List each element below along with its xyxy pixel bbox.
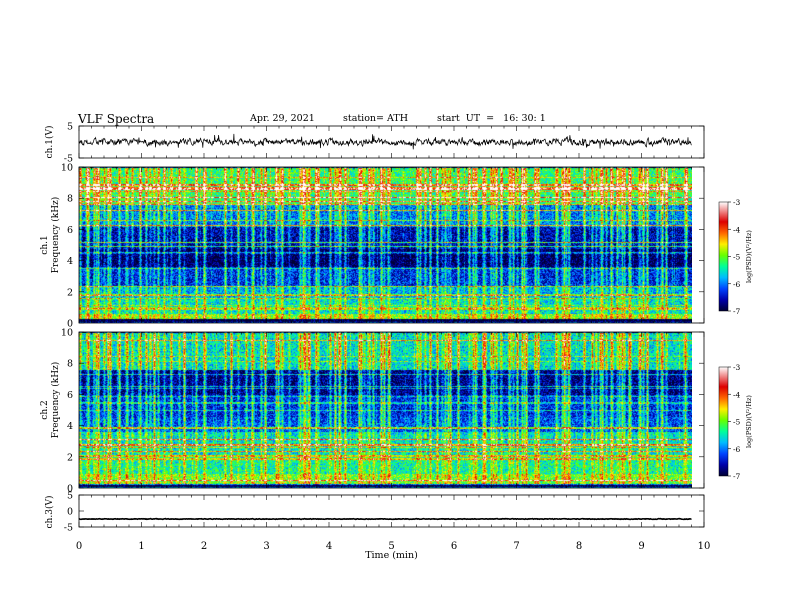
ch2-spectrogram-colorbar	[718, 366, 729, 477]
ch1-spectrogram-image	[79, 167, 692, 323]
x-tick-label: 6	[451, 541, 457, 552]
x-tick-label: 0	[76, 541, 82, 552]
figure-title: VLF Spectra	[78, 112, 155, 126]
ch2-spectrogram-colorbar-tick-label: -6	[733, 445, 741, 454]
start-time-label: start UT = 16: 30: 1	[437, 113, 546, 124]
ch1-spectrogram-colorbar-tick-label: -3	[733, 198, 741, 207]
x-tick-label: 2	[201, 541, 207, 552]
ch3-waveform-ytick-label: 0	[67, 507, 73, 518]
x-tick-label: 7	[513, 541, 519, 552]
x-tick-label: 8	[576, 541, 582, 552]
ch2-spectrogram-ytick-label: 2	[67, 452, 73, 463]
ch1-spectrogram-colorbar-label: log(PSD)(V²/Hz)	[745, 230, 753, 283]
ch2-spec-ylabel-channel: ch.2	[40, 400, 50, 419]
x-tick-label: 5	[388, 541, 394, 552]
ch2-spec-ylabel-freq: Frequency (kHz)	[50, 362, 61, 439]
date-label: Apr. 29, 2021	[250, 113, 315, 124]
ch3-waveform-ytick-label: 5	[67, 491, 73, 502]
x-tick-label: 9	[638, 541, 644, 552]
x-tick-label: 4	[326, 541, 332, 552]
ch3-waveform-trace	[78, 517, 692, 521]
ch1-spectrogram-ytick-label: 10	[61, 163, 73, 174]
x-tick-label: 3	[263, 541, 269, 552]
ch2-spectrogram-ytick-label: 4	[67, 421, 73, 432]
ch1-wave-ylabel: ch.1(V)	[44, 126, 55, 159]
ch1-spectrogram-colorbar-tick-label: -7	[733, 307, 741, 316]
ch3-wave-ylabel: ch.3(V)	[44, 496, 55, 529]
ch1-spec-ylabel-channel: ch.1	[40, 235, 50, 254]
ch1-spectrogram-colorbar	[718, 201, 729, 312]
ch1-spectrogram-ytick-label: 6	[67, 225, 73, 236]
ch1-waveform-ytick-label: 5	[67, 122, 73, 133]
ch2-spectrogram-ytick-label: 8	[67, 359, 73, 370]
ch2-spectrogram-ytick-label: 6	[67, 390, 73, 401]
ch1-spectrogram-colorbar-tick-label: -5	[733, 253, 741, 262]
x-tick-label: 1	[138, 541, 144, 552]
ch2-spectrogram-ytick-label: 10	[61, 328, 73, 339]
ch1-waveform-ytick-label: -5	[64, 154, 73, 165]
ch2-spectrogram-colorbar-tick-label: -4	[733, 390, 741, 399]
ch2-spectrogram-image	[79, 332, 692, 488]
ch2-spectrogram-colorbar-tick-label: -5	[733, 418, 741, 427]
ch1-spec-ylabel-freq: Frequency (kHz)	[50, 197, 61, 274]
ch1-waveform-trace	[78, 133, 692, 150]
x-tick-label: 10	[698, 541, 711, 552]
ch1-spectrogram-colorbar-tick-label: -4	[733, 225, 741, 234]
ch2-spectrogram-colorbar-label: log(PSD)(V²/Hz)	[745, 395, 753, 448]
ch3-waveform-ytick-label: -5	[64, 523, 73, 534]
station-label: station= ATH	[343, 113, 408, 124]
ch1-spectrogram-ytick-label: 0	[67, 319, 73, 330]
ch1-spectrogram-ytick-label: 8	[67, 194, 73, 205]
ch1-spectrogram-ytick-label: 2	[67, 287, 73, 298]
ch1-spectrogram-colorbar-tick-label: -6	[733, 280, 741, 289]
ch2-spectrogram-colorbar-tick-label: -7	[733, 472, 741, 481]
ch2-spectrogram-ytick-label: 0	[67, 484, 73, 495]
x-axis-title: Time (min)	[365, 550, 418, 561]
ch1-spectrogram-ytick-label: 4	[67, 256, 73, 267]
ch2-spectrogram-colorbar-tick-label: -3	[733, 363, 741, 372]
